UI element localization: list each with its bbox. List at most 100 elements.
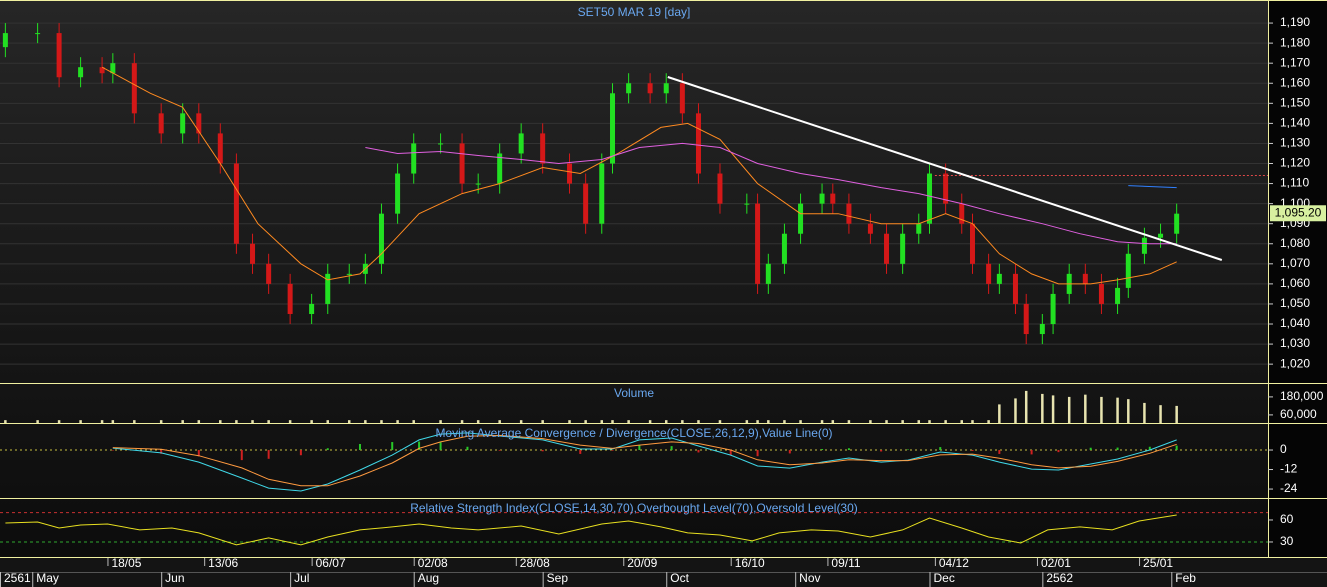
- last-price-label: 1,095.20: [1275, 205, 1322, 219]
- y-tick-label: 1,030: [1280, 336, 1310, 350]
- volume-bar: [197, 420, 201, 423]
- candle-body: [610, 93, 616, 164]
- histogram-bar: [1116, 447, 1119, 451]
- volume-bar: [928, 420, 931, 423]
- candle-body: [233, 163, 239, 244]
- volume-bar: [1024, 390, 1028, 423]
- volume-bar: [1067, 396, 1071, 423]
- candle-body: [346, 273, 352, 275]
- volume-bar: [600, 420, 604, 423]
- candle-body: [1158, 233, 1164, 238]
- panel-borders: [0, 0, 1327, 558]
- x-tick-label: 2562: [1046, 571, 1073, 585]
- candle-body: [196, 113, 202, 134]
- histogram-bar: [391, 442, 394, 451]
- candle-body: [969, 223, 975, 264]
- histogram-bar: [299, 450, 302, 456]
- volume-bar: [831, 420, 835, 423]
- overlay-line: [1128, 185, 1177, 189]
- y-tick-label: 60: [1280, 512, 1294, 526]
- volume-bar: [584, 420, 587, 423]
- panel-title: Relative Strength Index(CLOSE,14,30,70),…: [410, 501, 858, 515]
- candle-body: [830, 193, 836, 204]
- candle-body: [411, 143, 417, 174]
- x-tick-label: 20/09: [627, 556, 657, 570]
- y-tick-label: 1,180: [1280, 35, 1310, 49]
- x-tick-label: 16/10: [735, 556, 765, 570]
- volume-bar: [541, 420, 544, 423]
- candle-body: [867, 223, 873, 234]
- candle-body: [717, 173, 723, 204]
- x-tick-label: Sep: [547, 571, 569, 585]
- volume-bar: [917, 420, 921, 423]
- macd-line: [112, 434, 1177, 487]
- x-tick-label: May: [36, 571, 59, 585]
- volume-bar: [251, 420, 254, 423]
- candle-body: [679, 83, 685, 114]
- x-tick-label: 02/01: [1041, 556, 1071, 570]
- y-tick-label: 1,190: [1280, 15, 1310, 29]
- x-tick-label: 2561: [4, 571, 31, 585]
- histogram-bar: [466, 446, 469, 451]
- volume-bar: [1143, 402, 1146, 423]
- volume-bar: [1051, 395, 1055, 423]
- histogram-bar: [638, 444, 641, 451]
- histogram-bar: [880, 450, 883, 452]
- histogram-bar: [998, 450, 1001, 454]
- volume-bar: [627, 420, 630, 423]
- candle-body: [781, 233, 787, 264]
- volume-bar: [100, 420, 104, 423]
- x-tick-label: 02/08: [418, 556, 448, 570]
- histogram-bar: [821, 449, 824, 451]
- volume-bar: [1084, 394, 1087, 423]
- histogram-bar: [579, 450, 582, 454]
- volume-bar: [611, 420, 614, 423]
- overlay-line: [101, 66, 1177, 285]
- volume-bar: [326, 420, 329, 423]
- candle-body: [266, 263, 272, 284]
- y-tick-label: 0: [1280, 442, 1287, 456]
- y-tick-label: 1,150: [1280, 95, 1310, 109]
- volume-bar: [745, 420, 749, 423]
- x-tick-label: 09/11: [831, 556, 860, 570]
- candle-body: [1141, 237, 1147, 254]
- volume-bar: [756, 420, 759, 423]
- volume-bar: [901, 420, 904, 423]
- volume-bar: [1014, 398, 1017, 423]
- candle-body: [1050, 293, 1056, 325]
- y-tick-label: 1,130: [1280, 136, 1310, 150]
- candle-body: [798, 203, 804, 234]
- volume-bar: [885, 420, 888, 423]
- histogram-bar: [541, 450, 544, 452]
- y-tick-label: 1,170: [1280, 55, 1310, 69]
- volume-bar: [1116, 397, 1119, 423]
- histogram-bar: [240, 450, 243, 461]
- histogram-bar: [756, 450, 759, 457]
- last-price-box: [1270, 205, 1326, 222]
- x-tick-label: Jul: [294, 571, 309, 585]
- volume-bar: [783, 420, 786, 423]
- histogram-bar: [729, 450, 732, 456]
- volume-bar: [396, 420, 399, 423]
- candle-body: [217, 133, 223, 164]
- histogram-bar: [697, 450, 700, 453]
- candle-body: [916, 223, 922, 234]
- volume-bar: [133, 420, 136, 423]
- histogram-bar: [1148, 446, 1151, 451]
- histogram-bar: [160, 450, 163, 454]
- volume-bar: [412, 420, 415, 423]
- volume-bar: [476, 420, 480, 423]
- candle-body: [1082, 273, 1088, 284]
- x-tick-label: Jun: [165, 571, 184, 585]
- candle-body: [475, 183, 481, 185]
- volume-bar: [498, 420, 501, 423]
- candle-body: [287, 283, 293, 314]
- volume-bar: [1127, 399, 1130, 423]
- volume-bar: [998, 404, 1001, 423]
- volume-bar: [57, 420, 61, 423]
- y-tick-label: 1,020: [1280, 356, 1310, 370]
- histogram-bar: [439, 442, 442, 451]
- candle-body: [2, 33, 8, 48]
- candle-body: [996, 273, 1002, 284]
